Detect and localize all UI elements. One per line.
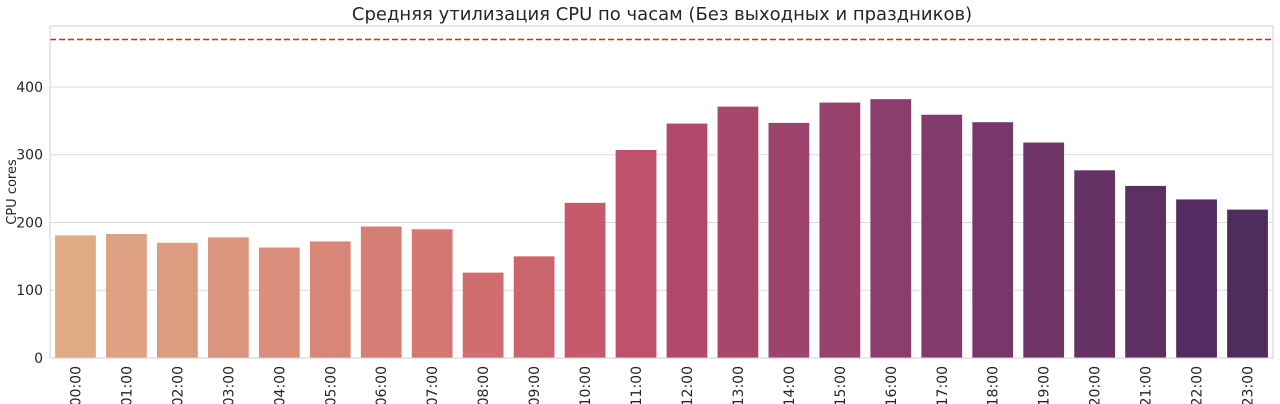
bar-0700 <box>411 229 453 358</box>
y-tick-label: 0 <box>34 351 43 367</box>
bar-1100 <box>615 149 657 358</box>
x-tick-label: 17:00 <box>935 366 951 404</box>
grid-lines <box>50 86 1273 291</box>
x-tick-label: 06:00 <box>374 366 390 404</box>
x-tick-label: 02:00 <box>170 366 186 404</box>
bar-1700 <box>921 114 963 358</box>
x-tick-label: 23:00 <box>1241 366 1257 404</box>
x-tick-label: 14:00 <box>782 366 798 404</box>
bar-1800 <box>972 122 1014 359</box>
y-tick-label: 200 <box>16 215 43 231</box>
bars <box>55 99 1268 359</box>
x-tick-label: 15:00 <box>833 366 849 404</box>
x-tick-label: 13:00 <box>731 366 747 404</box>
bar-2200 <box>1176 199 1217 358</box>
x-tick-label: 21:00 <box>1139 366 1155 404</box>
bar-0400 <box>258 247 300 358</box>
bar-1500 <box>819 102 861 358</box>
bar-0000 <box>55 235 96 358</box>
x-tick-labels: 00:00 01:00 02:00 03:00 04:00 05:00 06:00 07:00… <box>68 366 1256 404</box>
y-tick-labels: 0 100 200 300 400 <box>16 80 43 367</box>
bar-1900 <box>1023 142 1065 358</box>
x-tick-label: 05:00 <box>323 366 339 404</box>
bar-2300 <box>1227 209 1268 358</box>
bar-0300 <box>207 237 249 358</box>
bar-1600 <box>870 99 912 359</box>
y-tick-label: 100 <box>16 283 43 299</box>
x-tick-label: 11:00 <box>629 366 645 404</box>
bar-2100 <box>1125 185 1166 358</box>
y-tick-label: 300 <box>16 148 43 164</box>
plot-frame <box>49 25 1274 359</box>
bar-2000 <box>1074 170 1116 358</box>
bar-0900 <box>513 256 555 358</box>
y-tick-label: 400 <box>16 80 43 96</box>
x-tick-label: 04:00 <box>272 366 288 404</box>
x-tick-label: 01:00 <box>119 366 135 404</box>
bar-0600 <box>360 226 402 358</box>
bar-0100 <box>106 234 147 358</box>
x-tick-label: 18:00 <box>986 366 1002 404</box>
bar-1300 <box>717 106 759 358</box>
bar-1000 <box>564 202 606 358</box>
x-tick-label: 12:00 <box>680 366 696 404</box>
x-tick-label: 07:00 <box>425 366 441 404</box>
x-tick-label: 20:00 <box>1088 366 1104 404</box>
bar-0200 <box>157 242 198 358</box>
x-tick-label: 00:00 <box>68 366 84 404</box>
bar-1400 <box>768 122 810 358</box>
bar-1200 <box>666 123 708 358</box>
y-axis-label: CPU cores <box>5 159 20 225</box>
x-tick-label: 08:00 <box>476 366 492 404</box>
x-tick-label: 09:00 <box>527 366 543 404</box>
x-tick-label: 10:00 <box>578 366 594 404</box>
x-tick-label: 19:00 <box>1037 366 1053 404</box>
x-tick-label: 16:00 <box>884 366 900 404</box>
chart-title: Средняя утилизация CPU по часам (Без вых… <box>352 4 972 25</box>
bar-0500 <box>309 241 351 358</box>
x-tick-label: 03:00 <box>221 366 237 404</box>
bar-0800 <box>462 272 504 358</box>
x-tick-label: 22:00 <box>1190 366 1206 404</box>
